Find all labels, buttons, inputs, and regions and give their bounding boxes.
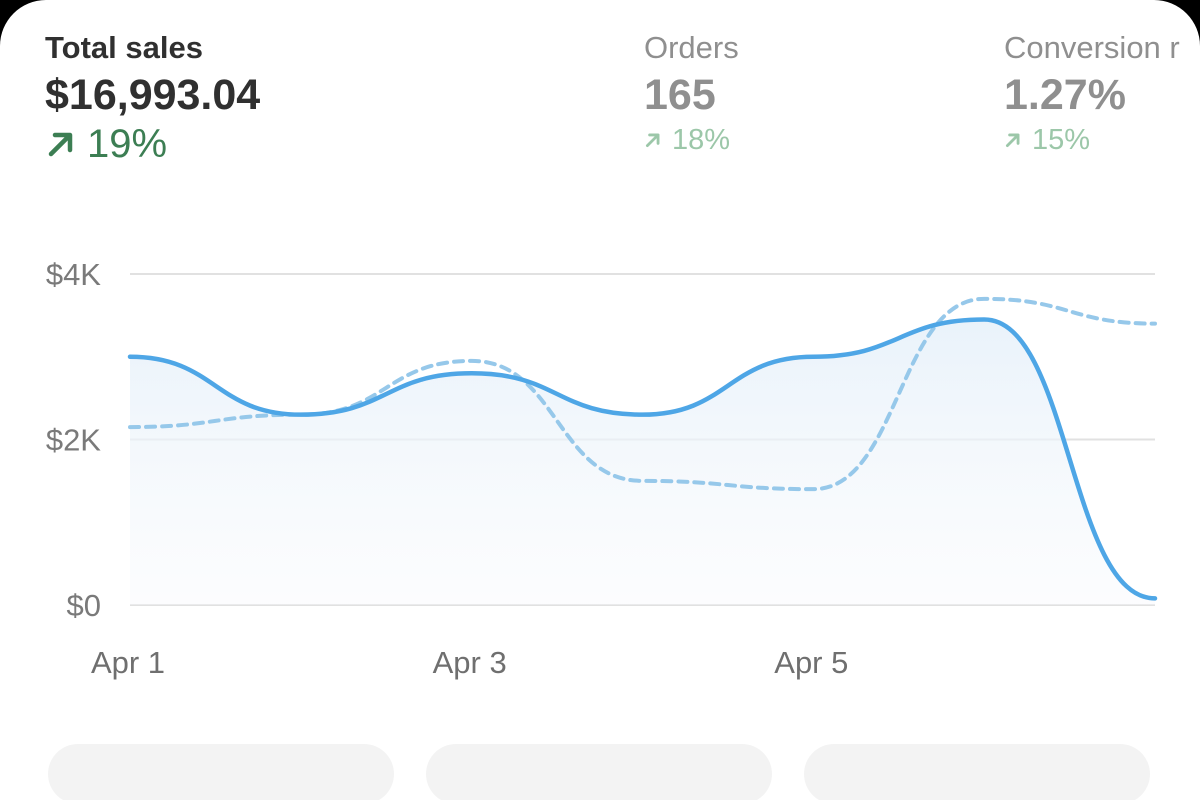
arrow-up-right-icon — [48, 132, 73, 157]
metric-change: 19% — [45, 122, 260, 166]
metric-label: Conversion r — [1004, 30, 1180, 65]
metric-change-value: 15% — [1032, 124, 1091, 156]
metric-orders[interactable]: Orders 165 18% — [644, 30, 739, 158]
bottom-card[interactable] — [426, 744, 772, 800]
y-tick-label: $4K — [46, 257, 101, 292]
x-tick-label: Apr 1 — [91, 645, 165, 680]
x-tick-label: Apr 5 — [774, 645, 848, 680]
y-tick-label: $0 — [67, 588, 101, 623]
metric-change: 18% — [644, 122, 739, 158]
metric-value: 165 — [644, 71, 716, 119]
series-area — [130, 319, 1155, 605]
metric-change: 15% — [1004, 122, 1180, 158]
metric-label: Orders — [644, 30, 739, 65]
bottom-card[interactable] — [48, 744, 394, 800]
metric-label: Total sales — [45, 30, 203, 65]
metric-change-value: 18% — [672, 124, 731, 156]
metric-total-sales[interactable]: Total sales $16,993.04 19% — [45, 30, 260, 166]
sales-line-chart: $4K $2K $0 Apr 1 Apr 3 Apr 5 — [46, 257, 1158, 680]
metric-value: $16,993.04 — [45, 71, 261, 119]
metric-change-value: 19% — [87, 122, 168, 166]
metric-conversion-rate[interactable]: Conversion r 1.27% 15% — [1004, 30, 1180, 158]
metric-value: 1.27% — [1004, 71, 1126, 119]
x-tick-label: Apr 3 — [433, 645, 507, 680]
series-line-current — [127, 317, 1158, 601]
arrow-up-right-icon — [1005, 133, 1020, 148]
y-tick-label: $2K — [46, 423, 101, 458]
bottom-card[interactable] — [804, 744, 1150, 800]
arrow-up-right-icon — [645, 133, 660, 148]
